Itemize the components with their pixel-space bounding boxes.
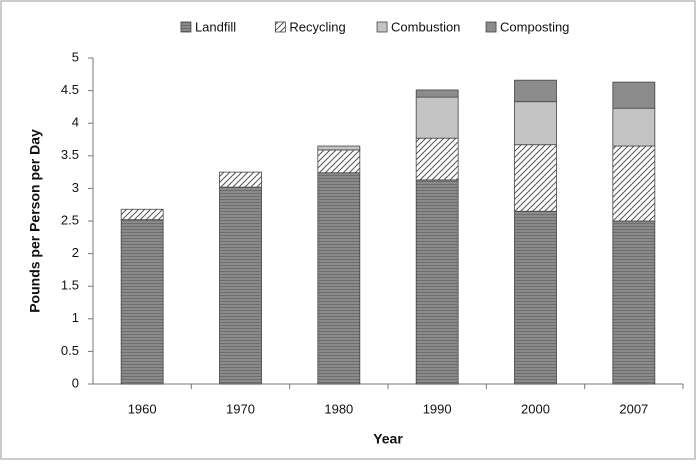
x-axis-label: Year bbox=[373, 431, 403, 447]
bar-segment bbox=[415, 89, 459, 98]
y-tick-label: 3 bbox=[72, 180, 79, 195]
legend-label: Composting bbox=[500, 19, 569, 34]
legend-swatch bbox=[376, 21, 388, 33]
bar-segment bbox=[514, 144, 557, 212]
bar-segment bbox=[317, 172, 361, 385]
bar-segment bbox=[219, 171, 262, 188]
y-axis-label: Pounds per Person per Day bbox=[27, 129, 43, 313]
bar-segment bbox=[120, 219, 164, 385]
bar-segment bbox=[120, 208, 164, 221]
bar-segment bbox=[612, 145, 656, 222]
y-tick-label: 4 bbox=[72, 115, 79, 130]
y-tick-label: 4.5 bbox=[61, 82, 79, 97]
bar-segment bbox=[612, 220, 656, 385]
bar-segment bbox=[317, 145, 361, 151]
y-tick-label: 1 bbox=[72, 310, 79, 325]
x-tick-label: 2000 bbox=[521, 401, 550, 416]
y-tick-label: 0 bbox=[72, 375, 79, 390]
legend-label: Landfill bbox=[195, 19, 236, 34]
legend-label: Combustion bbox=[391, 19, 460, 34]
bar-segment bbox=[612, 81, 656, 109]
y-tick-label: 2 bbox=[72, 245, 79, 260]
bar-segment bbox=[415, 96, 459, 139]
legend-swatch bbox=[274, 21, 286, 33]
x-tick-label: 2007 bbox=[619, 401, 648, 416]
bar-segment bbox=[514, 79, 557, 103]
y-tick-label: 5 bbox=[72, 49, 79, 64]
legend-swatch bbox=[180, 21, 192, 33]
y-tick-label: 0.5 bbox=[61, 343, 79, 358]
bar-segment bbox=[317, 149, 361, 174]
bar-segment bbox=[612, 107, 656, 147]
bar-segment bbox=[219, 186, 262, 385]
x-tick-label: 1970 bbox=[226, 401, 255, 416]
bar-segment bbox=[415, 137, 459, 181]
x-tick-label: 1980 bbox=[324, 401, 353, 416]
bar-segment bbox=[514, 210, 557, 385]
x-tick-label: 1990 bbox=[423, 401, 452, 416]
bar-segment bbox=[415, 179, 459, 385]
bar-segment bbox=[514, 101, 557, 146]
x-tick-label: 1960 bbox=[128, 401, 157, 416]
y-tick-label: 2.5 bbox=[61, 212, 79, 227]
y-tick-label: 1.5 bbox=[61, 278, 79, 293]
y-tick-label: 3.5 bbox=[61, 147, 79, 162]
legend-label: Recycling bbox=[289, 19, 345, 34]
legend-swatch bbox=[485, 21, 497, 33]
